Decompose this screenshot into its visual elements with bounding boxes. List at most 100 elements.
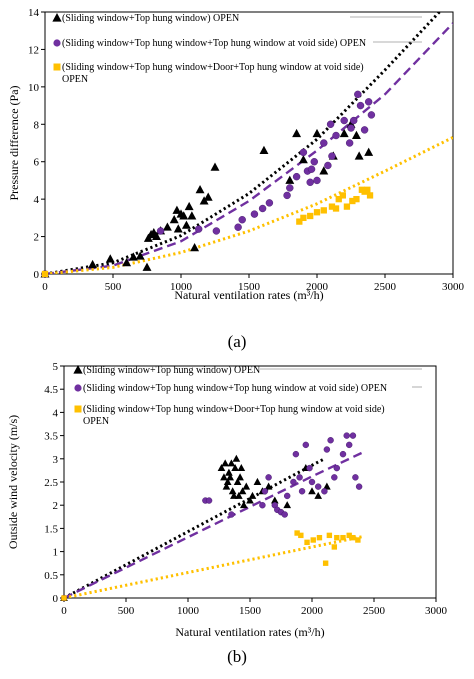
legend-marker-square bbox=[53, 63, 61, 71]
data-point-circle bbox=[212, 227, 221, 235]
x-tick-label: 0 bbox=[61, 605, 67, 617]
data-point-triangle bbox=[238, 487, 247, 495]
data-point-triangle bbox=[88, 259, 98, 269]
data-point-triangle bbox=[181, 220, 191, 229]
data-point-square bbox=[322, 560, 329, 566]
x-tick-label: 2000 bbox=[306, 281, 329, 293]
y-tick-label: 5 bbox=[53, 361, 59, 373]
data-point-triangle bbox=[292, 128, 302, 138]
data-point-triangle bbox=[230, 491, 238, 499]
legend-marker-circle bbox=[74, 384, 82, 392]
data-point-circle bbox=[284, 492, 291, 500]
legend-label: (Sliding window+Top hung window+Door+Top… bbox=[83, 404, 385, 427]
panel-a: 0 500 1000 1500 2000 2500 3000 0 2 4 6 8 10 12 14 Natur… bbox=[7, 7, 465, 351]
data-point-circle bbox=[250, 210, 259, 218]
data-point-triangle bbox=[314, 491, 323, 499]
trend-line-square bbox=[45, 136, 453, 274]
data-point-circle bbox=[265, 199, 274, 207]
data-point-triangle bbox=[308, 487, 316, 495]
data-point-circle bbox=[321, 488, 328, 495]
data-point-square bbox=[366, 192, 374, 199]
y-tick-label: 2 bbox=[34, 232, 40, 244]
data-point-triangle bbox=[184, 201, 194, 211]
data-point-circle bbox=[265, 474, 272, 481]
data-point-triangle bbox=[223, 477, 232, 485]
x-axis-title: Natural ventilation rates (m³/h) bbox=[175, 625, 324, 639]
y-tick-label: 0 bbox=[34, 269, 40, 281]
data-point-triangle bbox=[232, 454, 241, 462]
legend-label-line-2: OPEN bbox=[62, 74, 88, 85]
data-point-square bbox=[339, 192, 346, 199]
data-point-circle bbox=[343, 432, 350, 439]
data-point-triangle bbox=[195, 185, 205, 194]
data-point-triangle bbox=[122, 257, 132, 267]
y-axis-title: Pressure difference (Pa) bbox=[7, 85, 21, 200]
data-point-circle bbox=[238, 216, 246, 224]
x-axis-title: Natural ventilation rates (m³/h) bbox=[174, 288, 323, 302]
data-point-square bbox=[349, 197, 356, 205]
data-point-triangle bbox=[242, 482, 251, 490]
data-point-circle bbox=[354, 90, 362, 99]
y-tick-label: 8 bbox=[34, 119, 40, 131]
data-point-triangle bbox=[237, 463, 246, 472]
data-point-triangle bbox=[364, 147, 374, 156]
x-tick-label: 3000 bbox=[442, 281, 465, 293]
data-point-circle bbox=[315, 483, 322, 490]
data-point-circle bbox=[367, 111, 376, 119]
data-point-circle bbox=[259, 502, 266, 509]
data-point-triangle bbox=[222, 482, 231, 490]
plot-area bbox=[44, 11, 454, 275]
data-point-square bbox=[328, 203, 336, 210]
data-point-square bbox=[304, 539, 310, 546]
data-point-triangle bbox=[233, 477, 242, 485]
x-tick-label: 1000 bbox=[177, 605, 200, 617]
data-point-triangle bbox=[228, 487, 237, 495]
data-point-circle bbox=[333, 464, 340, 472]
legend-label: (Sliding window+Top hung window+Door+Top… bbox=[62, 62, 364, 85]
data-point-circle bbox=[331, 474, 338, 481]
legend-label: (Sliding window+Top hung window+Top hung… bbox=[62, 38, 366, 49]
data-point-triangle bbox=[226, 473, 234, 481]
data-point-triangle bbox=[285, 175, 295, 184]
y-tick-label: 3 bbox=[53, 454, 59, 466]
plot-area bbox=[63, 365, 437, 599]
data-point-circle bbox=[340, 116, 348, 125]
data-point-circle bbox=[302, 441, 309, 449]
data-point-square bbox=[310, 537, 316, 543]
data-point-circle bbox=[364, 98, 373, 106]
legend-marker-triangle bbox=[52, 13, 62, 22]
data-point-circle bbox=[320, 139, 328, 147]
data-point-triangle bbox=[236, 473, 244, 481]
data-point-square bbox=[61, 595, 67, 601]
data-point-circle bbox=[228, 511, 235, 518]
y-tick-label: 4 bbox=[34, 194, 40, 206]
data-point-square bbox=[300, 214, 307, 222]
data-point-circle bbox=[326, 120, 335, 128]
data-point-triangle bbox=[351, 130, 361, 139]
data-point-triangle bbox=[259, 145, 269, 154]
data-point-triangle bbox=[235, 491, 243, 499]
data-point-triangle bbox=[128, 252, 138, 261]
data-point-triangle bbox=[339, 128, 349, 138]
data-point-square bbox=[296, 218, 303, 225]
data-point-circle bbox=[327, 437, 334, 444]
y-tick-label: 0.5 bbox=[44, 570, 58, 582]
data-point-circle bbox=[356, 101, 365, 110]
data-point-circle bbox=[360, 126, 369, 134]
legend-label-line-2: OPEN bbox=[83, 416, 109, 427]
data-point-circle bbox=[281, 511, 288, 518]
data-point-circle bbox=[286, 184, 294, 192]
y-tick-label: 12 bbox=[28, 44, 39, 56]
data-point-triangle bbox=[354, 151, 364, 160]
legend-label-line-1: (Sliding window+Top hung window+Door+Top… bbox=[62, 62, 364, 73]
data-point-triangle bbox=[217, 463, 226, 472]
data-point-circle bbox=[292, 172, 301, 181]
data-point-circle bbox=[306, 178, 314, 187]
data-point-circle bbox=[328, 152, 336, 160]
data-point-circle bbox=[323, 446, 331, 453]
data-point-circle bbox=[306, 464, 313, 472]
data-point-circle bbox=[234, 223, 242, 231]
legend-marker-circle bbox=[53, 39, 61, 47]
data-point-square bbox=[331, 544, 338, 550]
y-tick-label: 10 bbox=[28, 82, 40, 94]
